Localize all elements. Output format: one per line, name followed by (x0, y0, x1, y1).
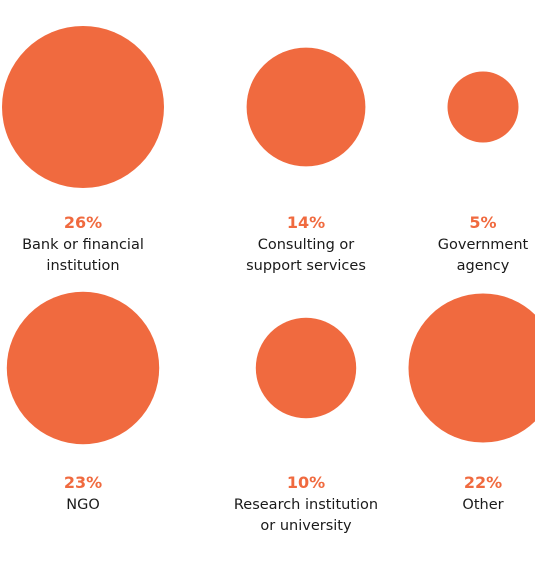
bubble-category-label: agency (457, 258, 510, 274)
bubble-group: 10% Research institution or university (234, 317, 378, 534)
bubble-group: 22% Other (408, 293, 535, 513)
bubble-category-label: Bank or financial (22, 237, 144, 253)
bubble (2, 26, 164, 188)
bubble-category-label: or university (260, 518, 352, 534)
bubble-percent-label: 5% (469, 213, 496, 232)
bubble-category-label: institution (46, 258, 119, 274)
bubble-category-label: Consulting or (258, 237, 355, 253)
bubble-category-label: Government (438, 237, 529, 253)
bubble-percent-label: 10% (287, 473, 325, 492)
bubble-category-label: NGO (66, 497, 100, 513)
bubble-percent-label: 22% (464, 473, 502, 492)
bubble-category-label: Research institution (234, 497, 378, 513)
bubble (246, 47, 366, 167)
bubble (408, 293, 535, 443)
bubble-group: 5% Government agency (438, 71, 529, 274)
bubble (255, 317, 357, 419)
bubble-group: 26% Bank or financial institution (2, 26, 164, 274)
bubble (6, 291, 160, 445)
bubble-percent-label: 26% (64, 213, 102, 232)
bubble-group: 23% NGO (6, 291, 160, 513)
bubble-category-label: support services (246, 258, 366, 274)
bubble-category-label: Other (462, 497, 503, 513)
bubble-percent-label: 23% (64, 473, 102, 492)
bubble-percent-label: 14% (287, 213, 325, 232)
bubble-group: 14% Consulting or support services (246, 47, 366, 274)
bubble (447, 71, 519, 143)
